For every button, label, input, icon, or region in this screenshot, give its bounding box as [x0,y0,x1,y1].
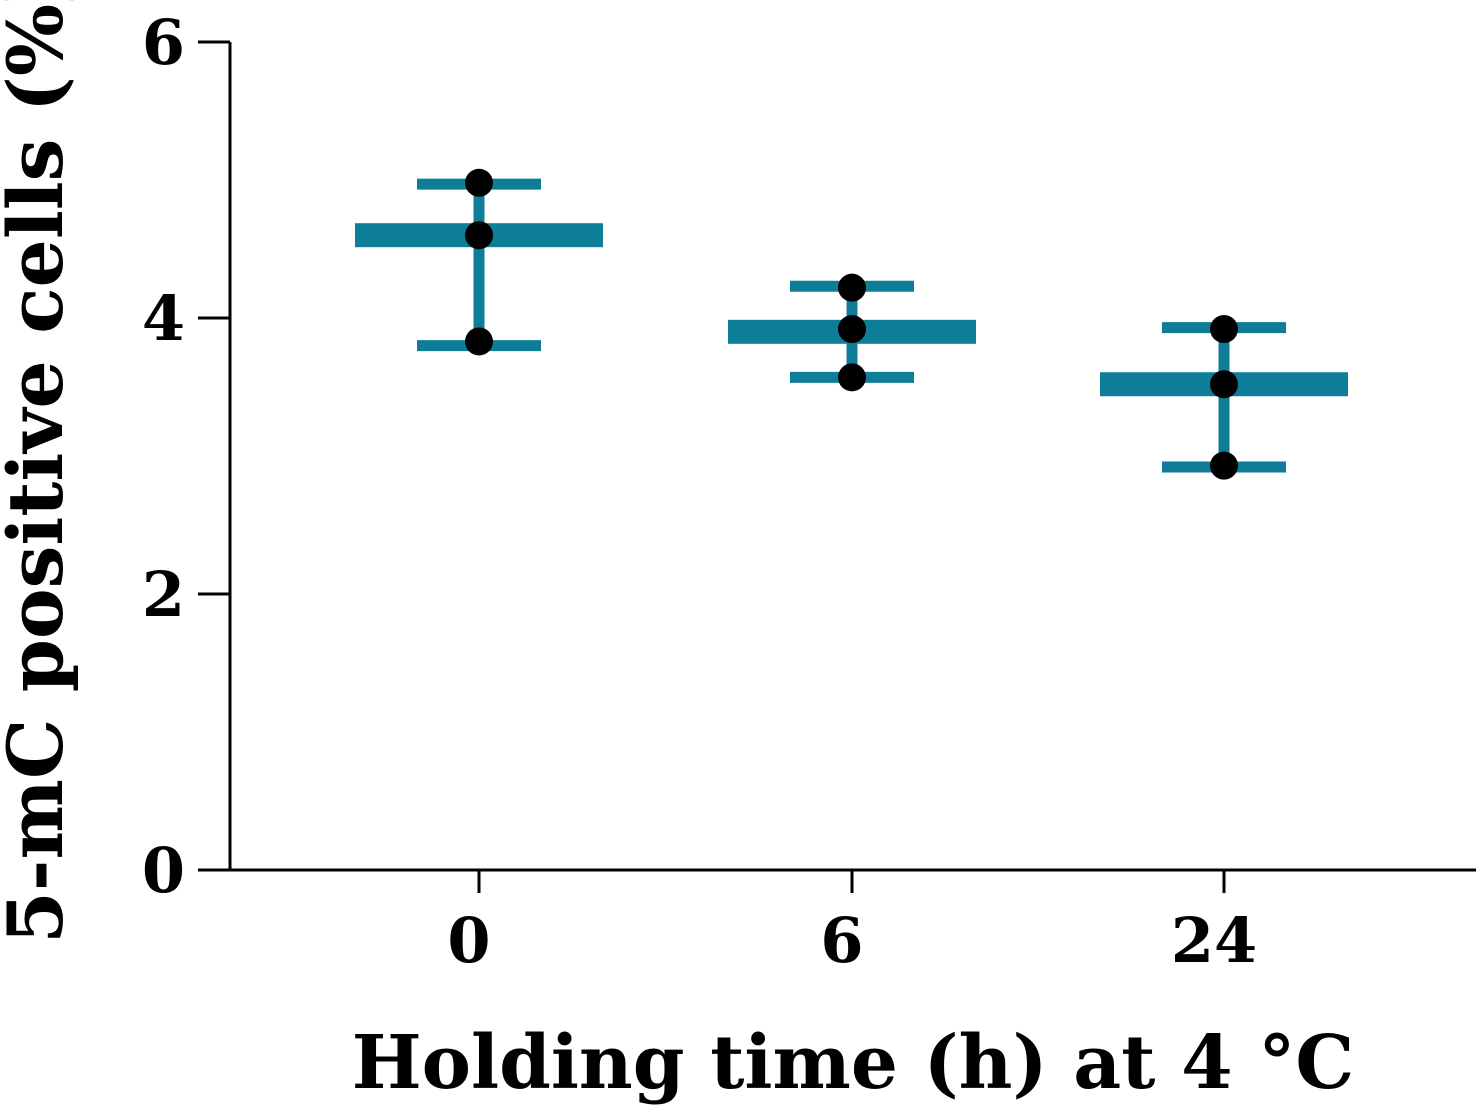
data-point [465,327,493,356]
data-point [1210,315,1238,344]
y-tick-label: 4 [142,282,185,355]
data-point [838,315,866,344]
data-point [1210,370,1238,399]
data-marks [355,168,1348,480]
group-24 [1100,315,1348,480]
data-point [1210,451,1238,480]
axes [198,42,1476,872]
y-ticks: 0 2 4 6 [142,6,230,907]
data-point [465,168,493,197]
x-tick-label: 24 [1171,904,1257,977]
x-tick-label: 6 [820,904,863,977]
y-tick-label: 0 [142,834,185,907]
y-tick-label: 6 [142,6,185,79]
data-point [838,273,866,302]
x-axis-label: Holding time (h) at 4 °C [352,1020,1355,1106]
data-point [838,363,866,392]
group-0 [355,168,603,356]
x-ticks: 0 6 24 [447,870,1257,977]
y-tick-label: 2 [142,558,185,631]
x-tick-label: 0 [447,904,490,977]
data-point [465,221,493,250]
y-axis-label: 5-mC positive cells (%) [0,0,80,944]
group-6 [728,273,976,392]
